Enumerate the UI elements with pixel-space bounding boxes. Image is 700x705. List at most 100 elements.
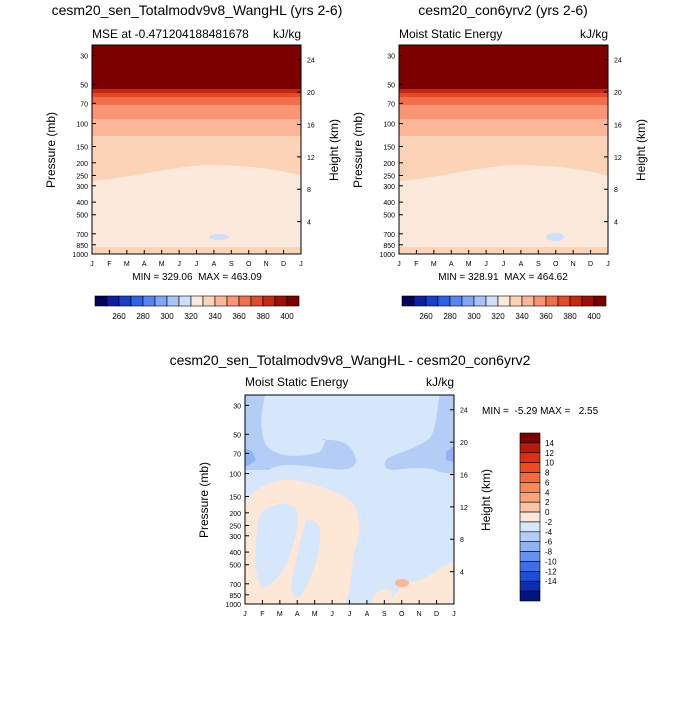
panel-b: cesm20_con6yrv2 (yrs 2-6) Moist Static E…: [351, 2, 648, 321]
panel-a-colorbar-swatch-9: [202, 295, 216, 307]
panel-c-neg-hole: [255, 503, 298, 588]
panel-b-colorbar-swatch-5: [461, 295, 475, 307]
panel-b-xtick-label-12: J: [606, 261, 610, 268]
panel-a-field: [92, 45, 301, 254]
panel-c-xtick-label-4: M: [312, 611, 318, 618]
panel-c-colorbar-label-10: -6: [545, 538, 553, 547]
panel-b-axes: 30 50 70 100 150 200 250 300 400 500 700 850 1000 24 2…: [379, 53, 621, 268]
panel-a-ptick-label-0: 30: [80, 53, 88, 60]
panel-c-neg-left-dark: [245, 448, 256, 466]
panel-c-ptick-label-5: 200: [229, 511, 241, 518]
panel-c-xtick-label-3: A: [295, 611, 300, 618]
panel-c-colorbar-label-4: 6: [545, 478, 550, 487]
panel-a-axes: 30 50 70 100 150 200 250 300 400 500 700 850 1000 24 2…: [72, 53, 314, 268]
panel-a-colorbar-label-3: 320: [184, 312, 198, 321]
panel-b-htick-label-3: 12: [614, 155, 622, 162]
panel-c-neg-left-top: [245, 395, 356, 470]
panel-a-title: cesm20_sen_Totalmodv9v8_WangHL (yrs 2-6): [52, 2, 343, 18]
panel-b-colorbar-swatch-11: [533, 295, 547, 307]
panel-b-colorbar-swatch-14: [569, 295, 583, 307]
panel-c-colorbar-label-9: -4: [545, 528, 553, 537]
panel-c: cesm20_sen_Totalmodv9v8_WangHL - cesm20_…: [170, 352, 599, 618]
panel-c-subtitle-left: Moist Static Energy: [245, 375, 348, 389]
panel-a-ptick-label-12: 1000: [72, 252, 88, 259]
panel-c-xtick-label-0: J: [243, 611, 247, 618]
panel-c-colorbar-swatch-5: [519, 482, 541, 493]
panel-b-colorbar-swatch-9: [509, 295, 523, 307]
panel-b-colorbar-swatch-10: [521, 295, 535, 307]
panel-a-colorbar-label-5: 360: [232, 312, 246, 321]
panel-b-ptick-label-0: 30: [387, 53, 395, 60]
panel-b-colorbar-swatch-15: [581, 295, 595, 307]
panel-a-ylabel: Pressure (mb): [44, 112, 58, 188]
panel-c-pos-blob: [395, 579, 409, 587]
panel-a-ptick-label-6: 250: [76, 173, 88, 180]
panel-c-pos-right: [390, 562, 454, 604]
panel-a-ptick-label-8: 400: [76, 200, 88, 207]
panel-b-colorbar-swatch-1: [413, 295, 427, 307]
panel-c-xtick-label-2: M: [277, 611, 283, 618]
panel-c-ptick-label-2: 70: [233, 451, 241, 458]
panel-b-colorbar-label-7: 400: [587, 312, 601, 321]
panel-a-xtick-label-6: J: [195, 261, 199, 268]
panel-c-colorbar-swatch-2: [519, 452, 541, 463]
panel-a-colorbar-label-7: 400: [280, 312, 294, 321]
panel-b-colorbar-swatch-16: [593, 295, 607, 307]
panel-b-xtick-label-9: O: [553, 261, 559, 268]
panel-a-ptick-label-5: 200: [76, 161, 88, 168]
panel-a-colorbar: 260 280 300 320 340 360 380 400: [94, 295, 300, 321]
panel-b-colorbar-label-1: 280: [443, 312, 457, 321]
panel-a-colorbar-swatch-15: [274, 295, 288, 307]
panel-c-xtick-label-1: F: [260, 611, 264, 618]
panel-b-subtitle-left: Moist Static Energy: [399, 27, 502, 41]
panel-c-xtick-label-9: O: [399, 611, 405, 618]
panel-c-ptick-label-9: 500: [229, 563, 241, 570]
panel-c-ptick-label-12: 1000: [225, 602, 241, 609]
panel-a-xtick-label-0: J: [90, 261, 94, 268]
panel-b-stats: MIN = 328.91 MAX = 464.62: [438, 272, 568, 283]
panel-b-colorbar-label-2: 300: [467, 312, 481, 321]
panel-a-xtick-label-11: D: [281, 261, 286, 268]
panel-b-ptick-label-4: 150: [383, 145, 395, 152]
panel-b-ptick-label-2: 70: [387, 101, 395, 108]
panel-a-ptick-label-2: 70: [80, 101, 88, 108]
panel-c-colorbar-swatch-7: [519, 501, 541, 513]
panel-c-colorbar-label-14: -14: [545, 577, 557, 586]
panel-b-colorbar-label-4: 340: [515, 312, 529, 321]
panel-b-subtitle-right: kJ/kg: [580, 27, 608, 41]
panel-a-htick-label-4: 8: [307, 187, 311, 194]
panel-b-colorbar: 260 280 300 320 340 360 380 400: [401, 295, 607, 321]
panel-b-colorbar-label-3: 320: [491, 312, 505, 321]
panel-b-xtick-label-0: J: [397, 261, 401, 268]
panel-b-ptick-label-12: 1000: [379, 252, 395, 259]
panel-b-htick-label-4: 8: [614, 187, 618, 194]
panel-a-colorbar-swatch-7: [178, 295, 192, 307]
panel-c-colorbar-swatch-4: [519, 472, 541, 483]
panel-a-htick-label-1: 20: [307, 90, 315, 97]
panel-a-colorbar-swatch-10: [214, 295, 228, 307]
panel-c-xtick-label-11: D: [434, 611, 439, 618]
panel-c-colorbar-label-6: 2: [545, 498, 550, 507]
panel-a-htick-label-3: 12: [307, 155, 315, 162]
panel-a-ptick-label-3: 100: [76, 122, 88, 129]
panel-c-colorbar-label-3: 8: [545, 469, 550, 478]
panel-b-ptick-label-8: 400: [383, 200, 395, 207]
panel-a-xtick-label-7: A: [212, 261, 217, 268]
panel-c-colorbar-label-1: 12: [545, 449, 554, 458]
panel-c-ptick-label-6: 250: [229, 523, 241, 530]
panel-b-colorbar-swatch-7: [485, 295, 499, 307]
panel-c-colorbar-label-12: -10: [545, 557, 557, 566]
panel-a-colorbar-label-6: 380: [256, 312, 270, 321]
panel-c-ptick-label-1: 50: [233, 432, 241, 439]
panel-a-colorbar-swatch-8: [190, 295, 204, 307]
panel-a-ptick-label-10: 700: [76, 232, 88, 239]
panel-c-colorbar-swatch-3: [519, 462, 541, 473]
panel-c-ylabel-right: Height (km): [479, 469, 493, 531]
panel-c-colorbar-label-8: -2: [545, 518, 553, 527]
panel-b-ptick-label-3: 100: [383, 122, 395, 129]
panel-b-xtick-label-2: M: [431, 261, 437, 268]
panel-b-colorbar-swatch-2: [425, 295, 439, 307]
panel-c-colorbar-swatch-6: [519, 491, 541, 503]
panel-a-subtitle-left: MSE at -0.471204188481678: [92, 27, 249, 41]
